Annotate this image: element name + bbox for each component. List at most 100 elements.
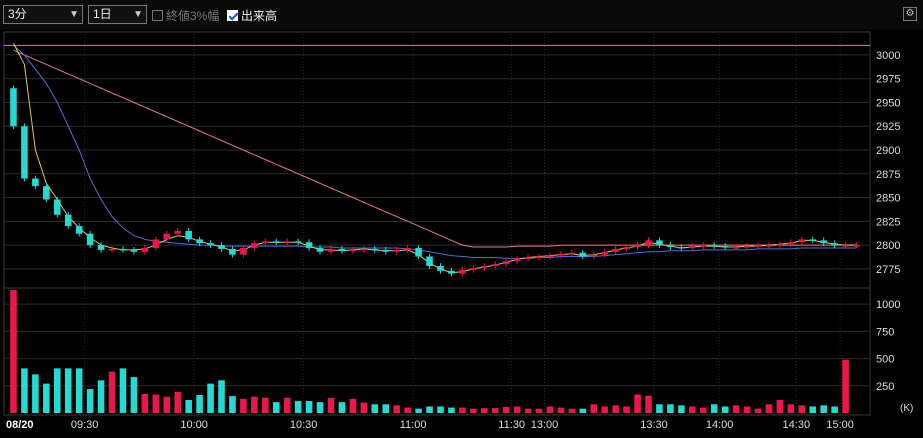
candle-body: [732, 247, 740, 249]
candle-body: [10, 88, 17, 127]
candle-body: [765, 245, 773, 247]
volume-bar: [699, 407, 707, 413]
volume-bar: [327, 397, 335, 413]
candle-body: [470, 267, 477, 270]
y-tick-label: 2925: [876, 121, 900, 133]
volume-bar: [787, 404, 795, 413]
volume-tick-label: 250: [876, 381, 894, 393]
volume-bar: [360, 402, 368, 413]
x-tick-label: 13:00: [531, 419, 559, 431]
volume-bar: [524, 408, 532, 413]
candle-body: [667, 245, 674, 248]
x-tick-label: 09:30: [71, 419, 99, 431]
candle-body: [743, 246, 751, 248]
period-select[interactable]: 1日 ▼: [88, 5, 147, 24]
volume-bar: [470, 408, 477, 413]
candle-body: [634, 245, 641, 248]
candle-body: [152, 239, 160, 248]
candle-body: [21, 126, 28, 179]
volume-bar: [415, 408, 422, 413]
date-label: 08/20: [6, 419, 34, 431]
candle-body: [218, 245, 225, 249]
candle-body: [546, 255, 554, 258]
chart-area: 2775 2800 2825 2850 2875 2900 2925 2950 2975 3000…: [3, 31, 913, 431]
volume-bar: [196, 395, 203, 413]
x-tick-label: 10:30: [290, 419, 318, 431]
candle-body: [820, 240, 827, 244]
candle-body: [776, 244, 784, 246]
candle-body: [535, 256, 543, 259]
volume-bar: [689, 406, 696, 413]
volume-bar: [732, 405, 740, 413]
volume-checkbox[interactable]: 出来高: [227, 7, 277, 24]
y-tick-label: 2950: [876, 97, 900, 109]
candle-body: [75, 226, 83, 234]
close-percent-label: 終値3%幅: [166, 9, 220, 23]
volume-bar: [305, 401, 313, 413]
candle-body: [557, 253, 565, 256]
volume-bar: [831, 406, 838, 413]
candle-body: [459, 269, 466, 274]
candle-body: [404, 247, 411, 250]
volume-bar: [108, 371, 116, 413]
volume-bar: [338, 402, 346, 413]
volume-bar: [119, 368, 127, 413]
interval-select[interactable]: 3分 ▼: [3, 5, 83, 24]
volume-tick-label: 750: [876, 326, 894, 338]
candle-body: [798, 239, 806, 243]
volume-bar: [842, 359, 849, 413]
candle-body: [349, 249, 357, 252]
candle-body: [513, 258, 521, 262]
candle-body: [382, 249, 390, 252]
candle-body: [645, 240, 652, 246]
ma-mid-line: [13, 45, 857, 259]
candle-body: [360, 248, 368, 251]
candle-body: [699, 245, 707, 247]
volume-bar: [251, 396, 258, 413]
volume-bar: [64, 368, 72, 413]
gear-icon[interactable]: ⚙: [903, 7, 917, 21]
volume-bar: [546, 406, 554, 413]
volume-bar: [294, 401, 302, 413]
candle-body: [53, 199, 61, 215]
candle-body: [229, 248, 236, 255]
ma-long-line: [13, 49, 857, 248]
volume-bar: [141, 393, 149, 413]
close-percent-checkbox[interactable]: 終値3%幅: [152, 7, 219, 24]
volume-bar: [743, 406, 751, 413]
candle-body: [130, 249, 138, 252]
candle-body: [426, 256, 433, 267]
y-tick-label: 3000: [876, 50, 900, 62]
candle-body: [623, 247, 630, 249]
volume-bar: [53, 368, 61, 413]
x-tick-label: 11:30: [498, 419, 525, 431]
volume-bar: [557, 407, 565, 413]
volume-bar: [480, 408, 488, 413]
x-tick-label: 14:30: [783, 419, 811, 431]
x-tick-label: 13:30: [640, 419, 668, 431]
volume-bar: [218, 380, 225, 413]
volume-bar: [568, 408, 576, 413]
volume-bar: [798, 405, 806, 413]
volume-unit-label: (K): [900, 403, 913, 414]
candle-body: [415, 247, 422, 257]
candle-body: [754, 245, 762, 247]
candle-body: [272, 241, 280, 243]
volume-bar: [283, 397, 291, 413]
y-tick-label: 2975: [876, 74, 900, 86]
volume-bar: [152, 394, 160, 413]
x-tick-label: 11:00: [400, 419, 427, 431]
volume-bar: [502, 407, 510, 413]
volume-bar: [130, 377, 138, 413]
candle-body: [207, 243, 214, 246]
candle-body: [294, 241, 302, 243]
candle-body: [283, 241, 291, 243]
candle-body: [196, 239, 203, 244]
volume-bar: [86, 389, 94, 413]
candle-body: [853, 245, 860, 247]
volume-bar: [590, 404, 598, 413]
volume-bar: [316, 402, 324, 413]
candle-body: [721, 246, 729, 248]
volume-bar: [43, 383, 50, 413]
volume-bar: [262, 397, 269, 413]
